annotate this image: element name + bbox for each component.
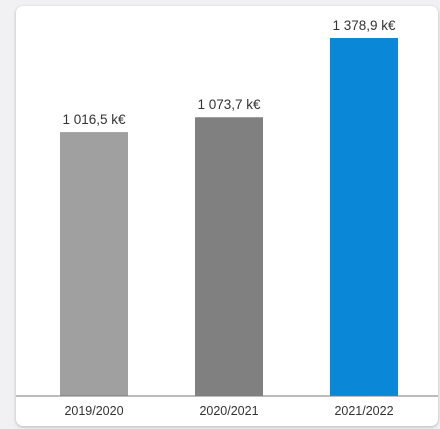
chart-card: 1 016,5 k€ 2019/2020 1 073,7 k€ 2020/2021 1 … [16,6,438,426]
category-label-1: 2019/2020 [64,404,123,418]
value-label-1: 1 016,5 k€ [62,112,126,127]
bar-1 [60,132,128,396]
value-label-2: 1 073,7 k€ [197,97,261,112]
category-label-3: 2021/2022 [334,404,393,418]
bar-3 [330,38,398,396]
value-label-3: 1 378,9 k€ [332,18,396,33]
bar-chart: 1 016,5 k€ 2019/2020 1 073,7 k€ 2020/2021 1 … [16,18,438,418]
category-label-2: 2020/2021 [199,404,258,418]
bar-2 [195,117,263,397]
